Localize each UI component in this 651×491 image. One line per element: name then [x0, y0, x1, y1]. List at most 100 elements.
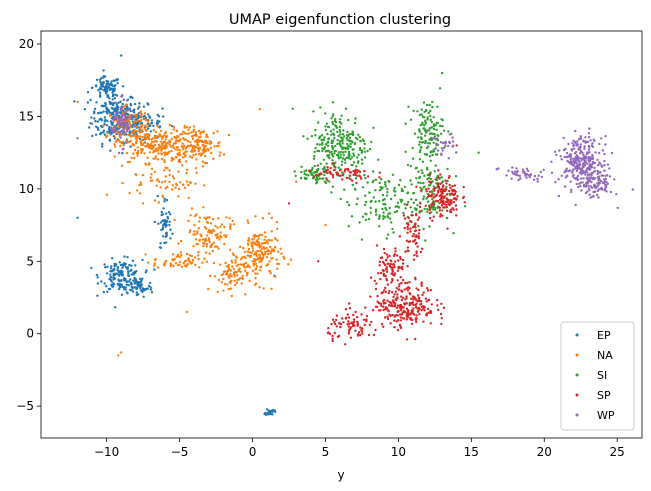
data-point: [115, 94, 119, 97]
data-point: [339, 153, 343, 156]
data-point: [422, 101, 426, 104]
data-point: [332, 113, 335, 116]
data-point: [119, 136, 122, 139]
data-point: [440, 204, 444, 207]
data-point: [406, 265, 409, 268]
data-point: [396, 304, 400, 307]
data-point: [117, 151, 121, 155]
data-point: [394, 205, 397, 208]
data-point: [453, 192, 457, 196]
data-point: [341, 157, 345, 160]
data-point: [228, 248, 232, 251]
data-point: [147, 261, 150, 264]
data-point: [164, 225, 167, 228]
data-point: [337, 334, 341, 338]
data-point: [91, 134, 94, 138]
data-point: [102, 80, 105, 84]
data-point: [345, 156, 348, 159]
data-point: [439, 182, 442, 185]
data-point: [402, 306, 405, 309]
data-point: [133, 156, 136, 160]
data-point: [395, 306, 399, 310]
data-point: [335, 314, 339, 317]
data-point: [363, 323, 366, 327]
data-point: [578, 163, 582, 167]
data-point: [217, 217, 220, 220]
data-point: [161, 226, 165, 229]
data-point: [373, 279, 376, 283]
data-point: [429, 159, 432, 162]
data-point: [189, 155, 192, 158]
data-point: [584, 171, 587, 174]
data-point: [565, 151, 569, 155]
data-point: [130, 285, 133, 288]
data-point: [598, 161, 601, 164]
data-point: [205, 245, 208, 248]
data-point: [203, 238, 206, 241]
data-point: [388, 254, 391, 258]
data-point: [420, 146, 423, 149]
data-point: [590, 180, 593, 184]
data-point: [161, 137, 164, 140]
data-point: [202, 148, 206, 151]
data-point: [464, 205, 467, 208]
data-point: [123, 286, 126, 289]
data-point: [376, 305, 379, 309]
data-point: [163, 169, 166, 172]
data-point: [436, 176, 440, 179]
data-point: [497, 167, 500, 170]
data-point: [95, 78, 99, 82]
data-point: [138, 102, 141, 105]
data-point: [575, 182, 578, 186]
data-point: [337, 151, 340, 154]
data-point: [131, 290, 135, 293]
data-point: [436, 304, 439, 307]
data-point: [434, 200, 438, 203]
data-point: [432, 200, 435, 203]
data-point: [342, 154, 345, 157]
data-point: [254, 251, 258, 254]
data-point: [432, 148, 435, 151]
data-point: [570, 190, 573, 194]
data-point: [571, 163, 574, 167]
data-point: [592, 176, 595, 179]
data-point: [434, 164, 437, 167]
data-point: [432, 204, 435, 207]
data-point: [126, 109, 130, 112]
data-point: [431, 150, 435, 153]
data-point: [398, 323, 402, 327]
data-point: [436, 137, 439, 140]
data-point: [565, 169, 568, 173]
data-point: [397, 309, 400, 313]
data-point: [389, 262, 392, 266]
data-point: [183, 186, 187, 189]
data-point: [180, 265, 184, 269]
data-point: [274, 275, 277, 278]
data-point: [348, 174, 352, 177]
data-point: [223, 234, 226, 237]
data-point: [384, 286, 387, 290]
data-point: [418, 175, 422, 179]
data-point: [107, 108, 110, 112]
data-point: [107, 80, 110, 83]
data-point: [377, 217, 381, 220]
data-point: [117, 116, 120, 120]
data-point: [159, 242, 162, 245]
data-point: [444, 188, 448, 191]
data-point: [406, 231, 409, 234]
data-point: [123, 255, 126, 258]
data-point: [105, 124, 109, 127]
data-point: [385, 277, 388, 281]
data-point: [94, 120, 97, 123]
data-point: [574, 203, 577, 207]
data-point: [447, 157, 450, 160]
data-point: [254, 268, 257, 271]
data-point: [230, 294, 233, 298]
data-point: [206, 234, 209, 237]
data-point: [318, 143, 321, 146]
data-point: [260, 247, 263, 250]
data-point: [354, 117, 357, 120]
data-point: [182, 152, 186, 155]
data-point: [449, 203, 452, 206]
data-point: [112, 114, 116, 118]
